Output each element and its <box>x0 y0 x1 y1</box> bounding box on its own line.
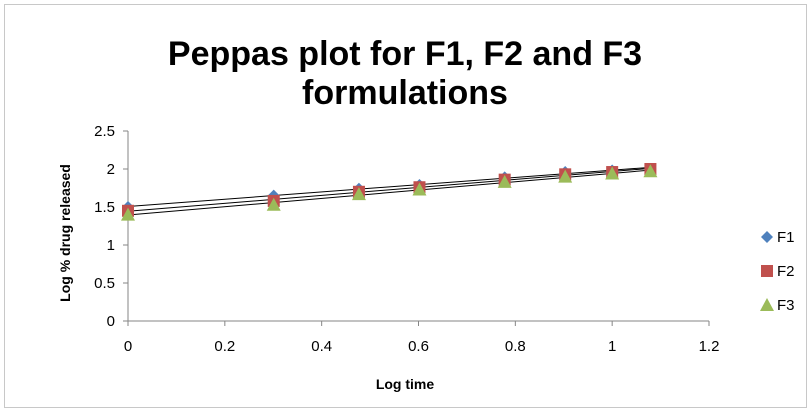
y-tick-label: 2 <box>107 161 115 178</box>
plot-area: 0 0.5 1 1.5 2 2.5 0 0.2 0.4 0.6 0.8 1 1.2 <box>94 123 719 355</box>
chart-area: Peppas plot for F1, F2 and F3 formulatio… <box>4 4 807 408</box>
y-tick-label: 1.5 <box>94 199 115 216</box>
x-tick-label: 0.6 <box>408 338 429 355</box>
trendline-f2 <box>127 167 651 212</box>
legend: F1 F2 F3 <box>760 229 795 314</box>
data-point-f3 <box>558 169 573 183</box>
trendline-f3 <box>127 169 651 216</box>
x-axis-title: Log time <box>376 376 435 392</box>
data-point-f3 <box>605 166 620 180</box>
y-tick-label: 0 <box>107 313 115 330</box>
y-tick-label: 1 <box>107 237 115 254</box>
data-point-f3 <box>121 207 135 221</box>
legend-marker-f3 <box>760 298 774 311</box>
data-point-f3 <box>643 164 658 178</box>
legend-label-f1: F1 <box>777 229 795 246</box>
legend-label-f2: F2 <box>777 263 795 280</box>
chart-svg: Peppas plot for F1, F2 and F3 formulatio… <box>57 35 795 392</box>
x-tick-label: 0 <box>124 338 132 355</box>
y-axis-title: Log % drug released <box>57 164 73 302</box>
data-point-f3 <box>351 187 366 201</box>
x-tick-label: 0.4 <box>311 338 332 355</box>
x-tick-label: 1.2 <box>699 338 720 355</box>
legend-marker-f2 <box>761 265 773 277</box>
y-tick-label: 2.5 <box>94 123 115 140</box>
data-point-f3 <box>497 174 512 188</box>
trendline-f1 <box>127 166 651 207</box>
chart-title-line-1: Peppas plot for F1, F2 and F3 <box>168 35 642 73</box>
y-tick-label: 0.5 <box>94 275 115 292</box>
chart-title-line-2: formulations <box>302 74 508 112</box>
data-point-f3 <box>266 197 281 211</box>
legend-label-f3: F3 <box>777 297 795 314</box>
data-point-f3 <box>412 182 427 196</box>
x-tick-label: 0.2 <box>214 338 235 355</box>
x-tick-label: 1 <box>608 338 616 355</box>
x-tick-label: 0.8 <box>505 338 526 355</box>
legend-marker-f1 <box>761 231 773 243</box>
